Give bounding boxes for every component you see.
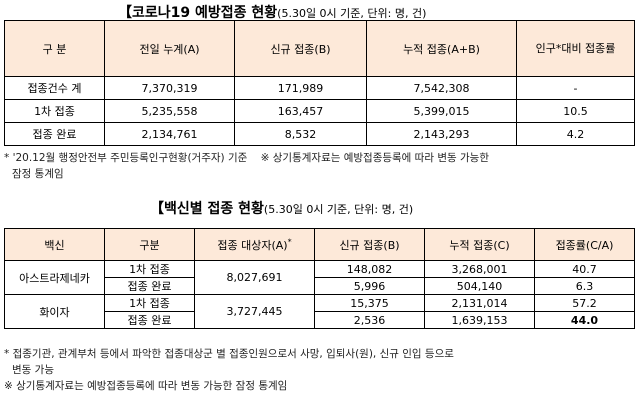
cell-new: 2,536 — [314, 311, 425, 329]
table-row: 접종 완료 2,134,761 8,532 2,143,293 4.2 — [4, 122, 635, 146]
section2-title-text: 【백신별 접종 현황 — [150, 201, 264, 217]
header-category: 구 분 — [4, 20, 105, 77]
cell-rate: 10.5 — [516, 99, 635, 123]
cell-prev: 7,370,319 — [104, 76, 235, 100]
header-target-mark: * — [287, 236, 292, 246]
table-row: 접종 완료 2,536 1,639,153 44.0 — [5, 311, 635, 329]
cell-rate: 4.2 — [516, 122, 635, 146]
table-row: 접종건수 계 7,370,319 171,989 7,542,308 - — [4, 76, 635, 100]
cell-new: 148,082 — [314, 260, 425, 278]
cell-new: 8,532 — [234, 122, 367, 146]
cell-type: 1차 접종 — [104, 260, 195, 278]
header-cumulative: 누적 접종(C) — [424, 228, 535, 261]
table-row: 1차 접종 5,235,558 163,457 5,399,015 10.5 — [4, 99, 635, 123]
cell-cum: 2,131,014 — [424, 294, 535, 312]
cell-new: 163,457 — [234, 99, 367, 123]
section2-subtitle: (5.30일 0시 기준, 단위: 명, 건) — [263, 203, 414, 216]
cell-type: 1차 접종 — [104, 294, 195, 312]
cell-cum: 1,639,153 — [424, 311, 535, 329]
cell-cum: 504,140 — [424, 277, 535, 295]
footnote-line: 변동 가능 — [12, 364, 54, 376]
section2-footnote: * 접종기관, 관계부처 등에서 파악한 접종대상군 별 접종인원으로서 사망,… — [4, 346, 634, 394]
header-target: 접종 대상자(A)* — [194, 228, 315, 261]
footnote-line: * '20.12월 행정안전부 주민등록인구현황(거주자) 기준 ※ 상기통계자… — [4, 152, 489, 164]
cell-rate: 6.3 — [534, 277, 635, 295]
cell-target: 3,727,445 — [194, 294, 315, 329]
cell-type: 접종 완료 — [104, 277, 195, 295]
cell-cum: 7,542,308 — [366, 76, 517, 100]
table-row: 화이자 1차 접종 3,727,445 15,375 2,131,014 57.… — [4, 294, 635, 329]
row-label: 접종건수 계 — [4, 76, 105, 100]
header-type: 구분 — [104, 228, 195, 261]
cell-rate: - — [516, 76, 635, 100]
cell-rate: 40.7 — [534, 260, 635, 278]
cell-new: 5,996 — [314, 277, 425, 295]
cell-rate: 57.2 — [534, 294, 635, 312]
vaccine-name: 화이자 — [4, 294, 105, 329]
header-prev-total: 전일 누계(A) — [104, 20, 235, 77]
footnote-line: 잠정 통계임 — [12, 168, 64, 180]
cell-rate: 44.0 — [534, 311, 635, 329]
row-label: 1차 접종 — [4, 99, 105, 123]
section1-footnote: * '20.12월 행정안전부 주민등록인구현황(거주자) 기준 ※ 상기통계자… — [4, 150, 634, 182]
header-rate: 접종률(C/A) — [534, 228, 635, 261]
cell-new: 171,989 — [234, 76, 367, 100]
vaccine-type-table: 백신 구분 접종 대상자(A)* 신규 접종(B) 누적 접종(C) 접종률(C… — [4, 228, 635, 329]
cell-target: 8,027,691 — [194, 260, 315, 295]
header-cumulative: 누적 접종(A+B) — [366, 20, 517, 77]
footnote-line: * 접종기관, 관계부처 등에서 파악한 접종대상군 별 접종인원으로서 사망,… — [4, 348, 454, 360]
section1-subtitle: (5.30일 0시 기준, 단위: 명, 건) — [277, 7, 427, 20]
cell-cum: 2,143,293 — [366, 122, 517, 146]
cell-type: 접종 완료 — [104, 311, 195, 329]
header-new: 신규 접종(B) — [314, 228, 425, 261]
cell-prev: 2,134,761 — [104, 122, 235, 146]
section2-title: 【백신별 접종 현황(5.30일 0시 기준, 단위: 명, 건) — [150, 198, 413, 218]
cell-prev: 5,235,558 — [104, 99, 235, 123]
vaccine-name: 아스트라제네카 — [4, 260, 105, 295]
section1-title: 【코로나19 예방접종 현황(5.30일 0시 기준, 단위: 명, 건) — [118, 2, 426, 22]
footnote-line: ※ 상기통계자료는 예방접종등록에 따라 변동 가능한 잠정 통계임 — [4, 380, 288, 392]
cell-cum: 5,399,015 — [366, 99, 517, 123]
section1-title-text: 【코로나19 예방접종 현황 — [118, 5, 278, 21]
cell-cum: 3,268,001 — [424, 260, 535, 278]
vaccination-status-table: 구 분 전일 누계(A) 신규 접종(B) 누적 접종(A+B) 인구*대비 접… — [4, 20, 635, 146]
header-rate: 인구*대비 접종률 — [516, 20, 635, 77]
cell-new: 15,375 — [314, 294, 425, 312]
header-vaccine: 백신 — [4, 228, 105, 261]
header-target-label: 접종 대상자(A) — [217, 238, 288, 252]
row-label: 접종 완료 — [4, 122, 105, 146]
header-new: 신규 접종(B) — [234, 20, 367, 77]
table-row: 아스트라제네카 1차 접종 8,027,691 148,082 3,268,00… — [4, 260, 635, 295]
